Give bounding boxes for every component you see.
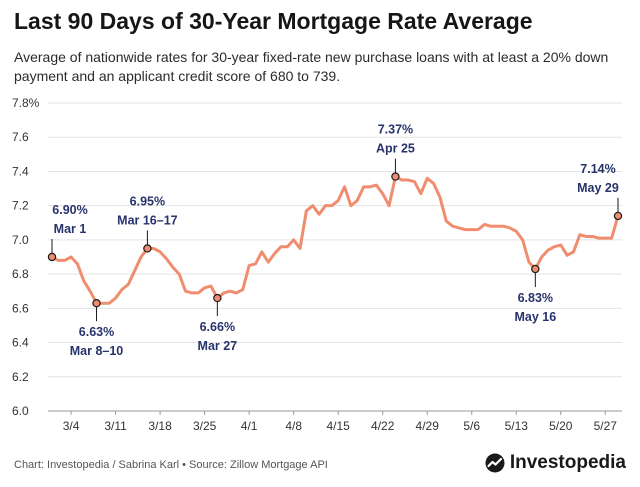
annotation-point bbox=[143, 244, 152, 253]
annotation-point bbox=[92, 299, 101, 308]
x-tick-label: 4/15 bbox=[327, 419, 351, 433]
annotation-date: Mar 27 bbox=[198, 339, 238, 353]
annotation-point bbox=[47, 252, 57, 262]
annotation-date: Apr 25 bbox=[376, 142, 415, 156]
annotation-value: 6.66% bbox=[200, 320, 235, 334]
annotation-point bbox=[391, 172, 400, 181]
gridlines bbox=[48, 102, 622, 412]
annotation-value: 7.37% bbox=[378, 123, 413, 137]
annotation-point bbox=[213, 293, 222, 303]
chart-subtitle: Average of nationwide rates for 30-year … bbox=[14, 49, 609, 84]
x-tick-label: 4/8 bbox=[285, 419, 302, 433]
annotation-value: 6.90% bbox=[52, 203, 87, 217]
annotation-date: Mar 16–17 bbox=[117, 213, 178, 227]
y-tick-label: 6.0 bbox=[12, 404, 29, 418]
annotation-point bbox=[531, 264, 540, 274]
x-tick-label: 5/20 bbox=[549, 419, 573, 433]
y-tick-label: 7.0 bbox=[12, 233, 29, 247]
x-tick-label: 5/13 bbox=[505, 419, 529, 433]
investopedia-logo-icon bbox=[485, 453, 505, 473]
x-tick-label: 4/29 bbox=[416, 419, 440, 433]
annotation-date: Mar 8–10 bbox=[70, 344, 124, 358]
chart-title: Last 90 Days of 30-Year Mortgage Rate Av… bbox=[14, 8, 533, 34]
brand-logo[interactable]: Investopedia bbox=[485, 452, 626, 474]
annotation-value: 7.14% bbox=[580, 162, 615, 176]
annotation-point bbox=[613, 211, 623, 221]
annotation-value: 6.83% bbox=[518, 291, 553, 305]
x-tick-label: 3/18 bbox=[148, 419, 172, 433]
y-axis-ticks: 6.0 6.2 6.4 6.6 6.8 7.0 7.2 7.4 7.6 7.8% bbox=[12, 96, 40, 418]
y-tick-label: 7.6 bbox=[12, 130, 29, 144]
annotations: 6.90% Mar 1 6.63% Mar 8–10 6.95% Mar 16–17 6.6… bbox=[47, 123, 623, 358]
y-tick-label: 6.2 bbox=[12, 370, 29, 384]
x-tick-label: 4/22 bbox=[371, 419, 395, 433]
source-credit: Chart: Investopedia / Sabrina Karl • Sou… bbox=[14, 459, 328, 471]
x-tick-label: 5/27 bbox=[594, 419, 618, 433]
x-tick-label: 3/25 bbox=[193, 419, 217, 433]
y-tick-label: 6.4 bbox=[12, 336, 29, 350]
x-tick-label: 4/1 bbox=[241, 419, 258, 433]
brand-name: Investopedia bbox=[509, 452, 626, 473]
annotation-date: May 29 bbox=[577, 181, 619, 195]
annotation-date: May 16 bbox=[514, 310, 556, 324]
annotation-value: 6.95% bbox=[130, 194, 165, 208]
x-tick-label: 3/11 bbox=[104, 419, 127, 433]
y-tick-label: 7.2 bbox=[12, 199, 29, 213]
y-tick-label: 6.8 bbox=[12, 267, 29, 281]
x-tick-label: 5/6 bbox=[463, 419, 480, 433]
annotation-value: 6.63% bbox=[79, 325, 114, 339]
x-axis-ticks: 3/4 3/11 3/18 3/25 4/1 4/8 4/15 4/22 4/29 5/6 5/13… bbox=[63, 411, 618, 433]
annotation-date: Mar 1 bbox=[54, 222, 87, 236]
y-tick-label: 7.4 bbox=[12, 164, 29, 178]
y-tick-label: 7.8% bbox=[12, 96, 40, 110]
x-tick-label: 3/4 bbox=[63, 419, 80, 433]
y-tick-label: 6.6 bbox=[12, 301, 29, 315]
